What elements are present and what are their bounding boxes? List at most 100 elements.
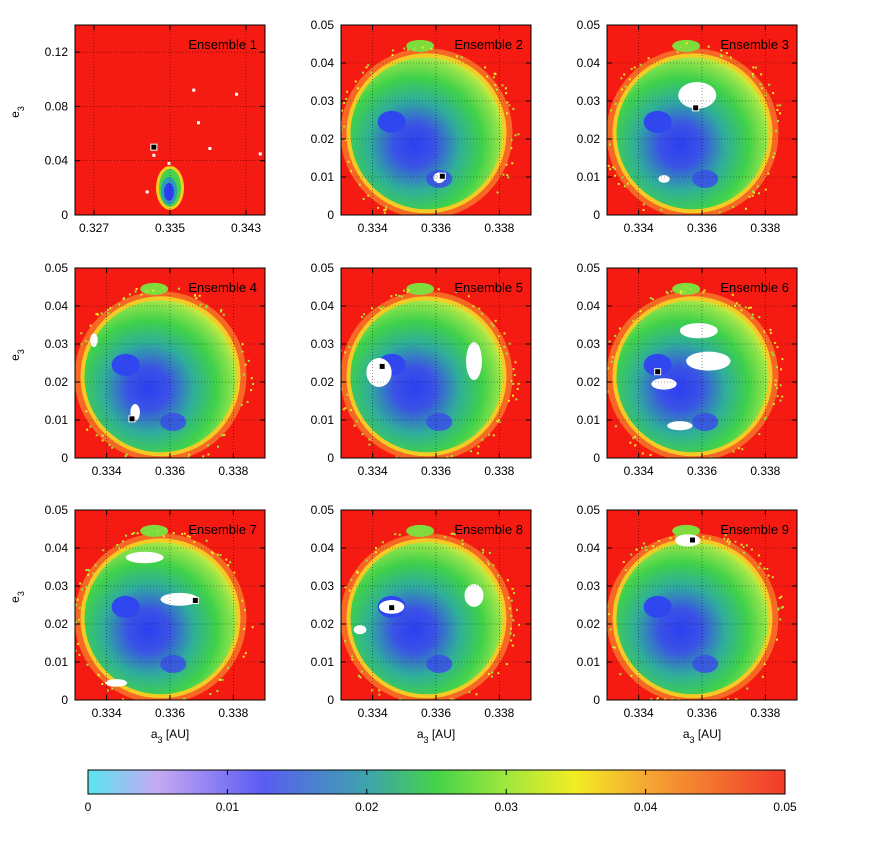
- y-tick-label: 0.02: [311, 132, 335, 146]
- island-body: [350, 542, 503, 695]
- edge-speckle: [512, 619, 515, 622]
- edge-speckle: [764, 417, 767, 420]
- edge-speckle: [498, 420, 501, 423]
- edge-speckle: [205, 306, 208, 309]
- edge-speckle: [392, 218, 394, 220]
- edge-speckle: [513, 592, 516, 595]
- edge-speckle: [344, 351, 347, 354]
- edge-speckle: [650, 697, 653, 700]
- edge-speckle: [744, 306, 747, 309]
- edge-speckle: [399, 698, 402, 700]
- edge-speckle: [482, 551, 485, 554]
- x-tick-label: 0.334: [92, 706, 122, 720]
- y-axis-label-main: e: [8, 596, 22, 603]
- edge-speckle: [409, 217, 411, 219]
- white-speck: [258, 152, 262, 156]
- edge-speckle: [723, 537, 726, 540]
- reference-marker: [191, 596, 199, 604]
- edge-speckle: [377, 206, 380, 209]
- edge-speckle: [384, 208, 387, 211]
- edge-speckle: [614, 425, 617, 428]
- edge-speckle: [162, 286, 165, 289]
- white-speck: [197, 121, 200, 125]
- edge-speckle: [669, 537, 672, 540]
- y-tick-label: 0.02: [311, 375, 335, 389]
- edge-speckle: [643, 542, 646, 545]
- edge-speckle: [430, 47, 433, 50]
- edge-speckle: [763, 567, 766, 570]
- edge-speckle: [395, 294, 398, 297]
- edge-speckle: [243, 608, 246, 611]
- edge-speckle: [172, 532, 175, 535]
- edge-speckle: [494, 84, 497, 87]
- x-tick-label: 0.338: [750, 221, 780, 235]
- core-lower: [692, 169, 719, 188]
- colorbar-tick-label: 0.02: [355, 800, 379, 814]
- edge-speckle: [102, 549, 105, 552]
- edge-speckle: [505, 163, 508, 166]
- edge-speckle: [341, 349, 343, 352]
- core-lower: [426, 412, 453, 431]
- edge-speckle: [341, 109, 343, 112]
- edge-speckle: [183, 697, 186, 700]
- edge-speckle: [707, 45, 710, 48]
- reference-marker: [692, 104, 700, 112]
- edge-speckle: [400, 704, 402, 706]
- edge-speckle: [452, 698, 455, 700]
- edge-speckle: [511, 644, 514, 647]
- edge-speckle: [92, 572, 95, 575]
- edge-speckle: [356, 419, 359, 422]
- edge-speckle: [188, 536, 191, 539]
- edge-speckle: [634, 444, 637, 447]
- edge-speckle: [760, 87, 763, 90]
- edge-speckle: [490, 675, 493, 678]
- edge-speckle: [710, 456, 713, 458]
- edge-speckle: [517, 623, 520, 626]
- edge-speckle: [87, 574, 90, 577]
- edge-speckle: [85, 585, 88, 588]
- edge-speckle: [623, 185, 626, 188]
- edge-speckle: [501, 84, 504, 87]
- edge-speckle: [461, 543, 464, 546]
- x-tick-label: 0.334: [92, 464, 122, 478]
- edge-speckle: [751, 317, 754, 320]
- edge-speckle: [779, 399, 782, 402]
- edge-speckle: [223, 434, 226, 437]
- edge-speckle: [512, 634, 515, 637]
- white-region-3: [353, 625, 367, 635]
- white-speck: [208, 147, 212, 150]
- y-tick-label: 0.04: [577, 541, 601, 555]
- y-axis-label-sub: 3: [16, 591, 26, 596]
- edge-speckle: [370, 71, 373, 74]
- edge-speckle: [75, 603, 78, 606]
- edge-speckle: [718, 211, 721, 214]
- y-tick-label: 0.04: [45, 541, 69, 555]
- edge-speckle: [252, 382, 255, 385]
- edge-speckle: [757, 554, 760, 557]
- edge-speckle: [679, 291, 682, 294]
- edge-speckle: [604, 127, 606, 129]
- edge-speckle: [134, 290, 137, 293]
- edge-speckle: [732, 450, 735, 453]
- edge-speckle: [79, 582, 82, 585]
- y-tick-label: 0: [61, 693, 68, 707]
- edge-speckle: [641, 546, 644, 549]
- edge-speckle: [517, 133, 520, 136]
- edge-speckle: [108, 444, 111, 447]
- edge-speckle: [757, 192, 760, 195]
- panel-title: Ensemble 3: [720, 37, 789, 52]
- edge-speckle: [78, 607, 81, 610]
- edge-speckle: [241, 343, 244, 346]
- edge-speckle: [771, 351, 774, 354]
- edge-speckle: [488, 433, 491, 436]
- edge-speckle: [362, 197, 365, 200]
- edge-speckle: [412, 462, 414, 464]
- edge-speckle: [365, 559, 368, 562]
- y-tick-label: 0.03: [311, 579, 335, 593]
- y-tick-label: 0: [593, 208, 600, 222]
- edge-speckle: [225, 558, 228, 561]
- edge-speckle: [754, 66, 757, 69]
- edge-speckle: [738, 304, 741, 307]
- edge-speckle: [346, 90, 349, 93]
- edge-speckle: [508, 104, 511, 107]
